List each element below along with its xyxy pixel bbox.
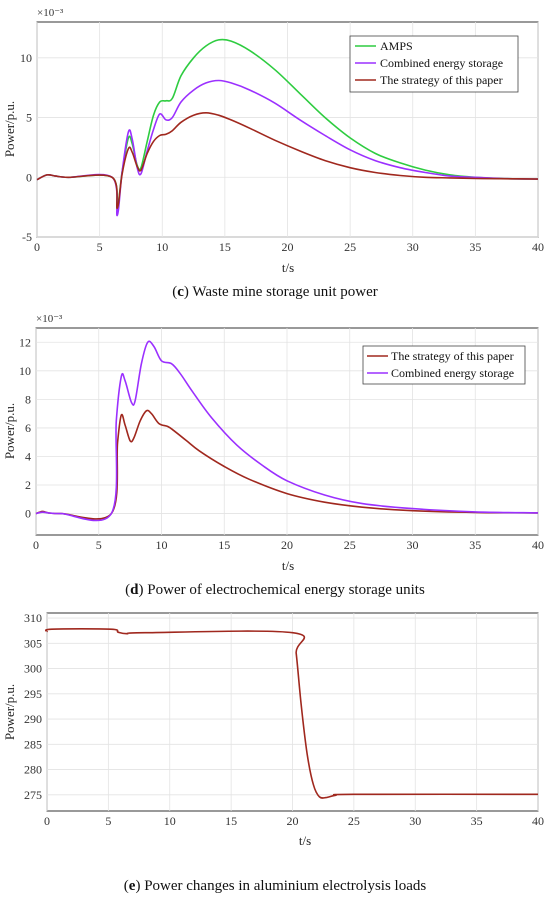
chart-d-ylabel: Power/p.u. <box>2 403 17 459</box>
chart-d-xlabel: t/s <box>282 558 294 573</box>
x-tick-label: 30 <box>409 814 421 828</box>
chart-c-lines <box>36 38 539 217</box>
series-line-e-0 <box>44 628 539 799</box>
caption-e: (e) Power changes in aluminium electroly… <box>124 878 427 894</box>
y-tick-label: 8 <box>25 392 31 406</box>
y-tick-label: 290 <box>24 712 42 726</box>
x-tick-label: 10 <box>156 538 168 552</box>
x-tick-label: 5 <box>105 814 111 828</box>
chart-e-ylabel: Power/p.u. <box>2 684 17 740</box>
chart-d-legend: The strategy of this paper Combined ener… <box>362 345 526 385</box>
chart-e-grid <box>46 613 539 811</box>
y-tick-label: -5 <box>22 230 32 244</box>
x-tick-label: 40 <box>532 538 544 552</box>
legend-label-combined: Combined energy storage <box>380 56 503 70</box>
y-tick-label: 310 <box>24 611 42 625</box>
y-tick-label: 0 <box>26 170 32 184</box>
series-line-c-1 <box>36 79 539 217</box>
x-tick-label: 10 <box>164 814 176 828</box>
chart-e: 0 5 10 15 20 25 30 35 40 275 280 285 290 295 300 305 31… <box>2 611 544 894</box>
y-tick-label: 295 <box>24 687 42 701</box>
x-tick-label: 5 <box>97 240 103 254</box>
x-tick-label: 35 <box>471 814 483 828</box>
x-tick-label: 35 <box>469 538 481 552</box>
y-tick-label: 2 <box>25 478 31 492</box>
x-tick-label: 15 <box>225 814 237 828</box>
chart-c-ylabel: Power/p.u. <box>2 101 17 157</box>
x-tick-label: 40 <box>532 814 544 828</box>
x-tick-label: 5 <box>96 538 102 552</box>
chart-c-yticks: -5 0 5 10 <box>20 51 32 244</box>
x-tick-label: 25 <box>348 814 360 828</box>
x-tick-label: 15 <box>219 240 231 254</box>
chart-c-legend-box <box>349 35 519 93</box>
y-tick-label: 6 <box>25 421 31 435</box>
chart-d: 0 5 10 15 20 25 30 35 40 0 2 4 6 8 10 12 ×10⁻³ t/s Pow… <box>2 313 544 598</box>
legend-label-amps: AMPS <box>380 39 413 53</box>
chart-d-legend-box <box>362 345 526 385</box>
chart-e-yticks: 275 280 285 290 295 300 305 310 <box>24 611 42 802</box>
x-tick-label: 20 <box>287 814 299 828</box>
series-line-d-1 <box>35 340 539 522</box>
x-tick-label: 40 <box>532 240 544 254</box>
x-tick-label: 0 <box>34 240 40 254</box>
x-tick-label: 15 <box>218 538 230 552</box>
chart-e-lines <box>44 628 539 799</box>
chart-c-exponent: ×10⁻³ <box>37 7 64 19</box>
x-tick-label: 20 <box>281 538 293 552</box>
caption-d: (d) Power of electrochemical energy stor… <box>125 582 425 598</box>
legend-label-strategy: The strategy of this paper <box>380 73 503 87</box>
y-tick-label: 10 <box>20 51 32 65</box>
x-tick-label: 25 <box>344 538 356 552</box>
chart-d-exponent: ×10⁻³ <box>36 313 63 325</box>
y-tick-label: 0 <box>25 507 31 521</box>
chart-c-grid <box>36 22 539 238</box>
y-tick-label: 285 <box>24 737 42 751</box>
y-tick-label: 10 <box>19 364 31 378</box>
y-tick-label: 300 <box>24 662 42 676</box>
series-line-c-2 <box>36 112 539 210</box>
y-tick-label: 275 <box>24 788 42 802</box>
x-tick-label: 10 <box>156 240 168 254</box>
y-tick-label: 305 <box>24 636 42 650</box>
x-tick-label: 35 <box>469 240 481 254</box>
chart-d-xticks: 0 5 10 15 20 25 30 35 40 <box>33 538 544 552</box>
legend-label-combined-d: Combined energy storage <box>391 366 514 380</box>
chart-e-xlabel: t/s <box>299 833 311 848</box>
legend-label-strategy-d: The strategy of this paper <box>391 349 514 363</box>
x-tick-label: 0 <box>33 538 39 552</box>
y-tick-label: 5 <box>26 111 32 125</box>
x-tick-label: 30 <box>407 240 419 254</box>
y-tick-label: 12 <box>19 335 31 349</box>
chart-c-xticks: 0 5 10 15 20 25 30 35 40 <box>34 240 544 254</box>
x-tick-label: 30 <box>407 538 419 552</box>
x-tick-label: 25 <box>344 240 356 254</box>
chart-c-legend: AMPS Combined energy storage The strateg… <box>349 35 519 93</box>
x-tick-label: 0 <box>44 814 50 828</box>
x-tick-label: 20 <box>282 240 294 254</box>
y-tick-label: 280 <box>24 763 42 777</box>
chart-e-xticks: 0 5 10 15 20 25 30 35 40 <box>44 814 544 828</box>
chart-d-lines <box>35 340 539 522</box>
chart-c-xlabel: t/s <box>282 260 294 275</box>
y-tick-label: 4 <box>25 449 31 463</box>
chart-d-yticks: 0 2 4 6 8 10 12 <box>19 335 31 520</box>
caption-c: (c) Waste mine storage unit power <box>172 284 378 300</box>
